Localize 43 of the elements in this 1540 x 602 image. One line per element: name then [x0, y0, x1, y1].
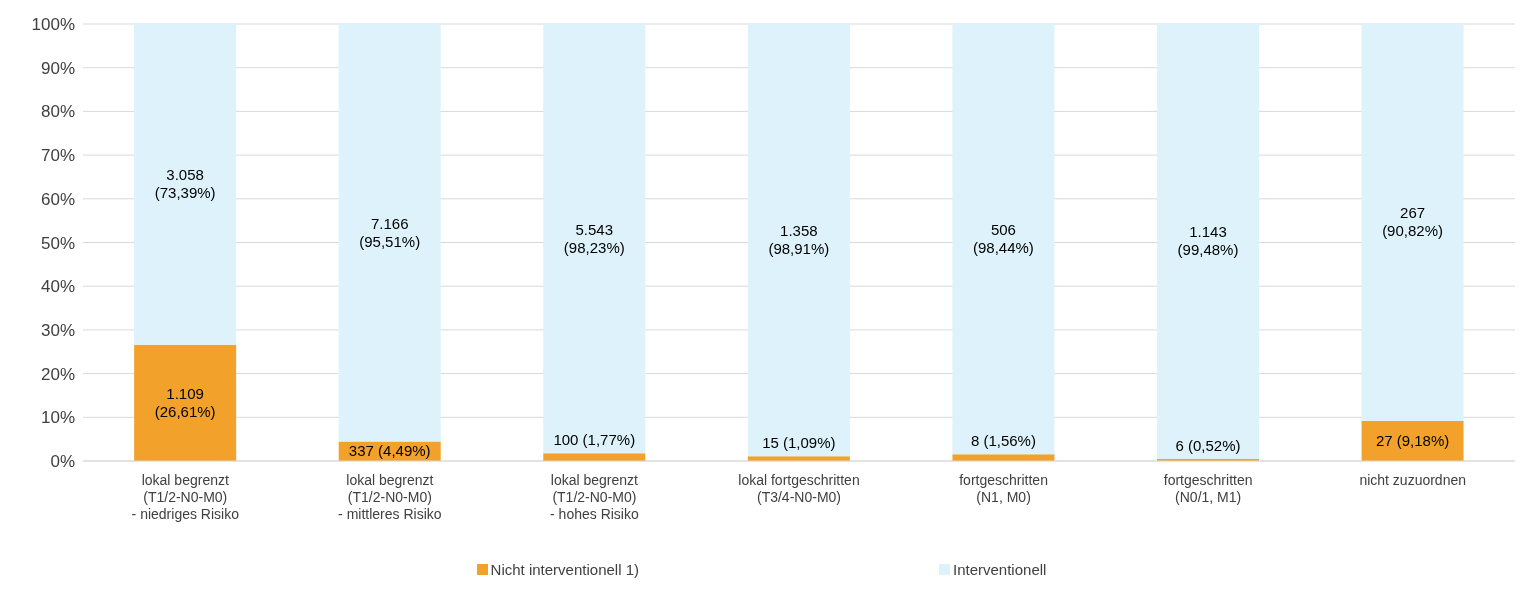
bar — [1157, 24, 1259, 459]
x-tick-label: fortgeschritten (N0/1, M1) — [1163, 472, 1253, 505]
y-tick-label: 30% — [40, 320, 75, 340]
y-tick-label: 80% — [40, 102, 75, 122]
y-tick-label: 40% — [40, 277, 75, 297]
bar — [543, 24, 646, 454]
x-tick-label: lokal begrenzt (T1/2-N0-M0) - hohes Risiko — [550, 472, 639, 522]
data-label: 5.543 (98,23%) — [563, 220, 625, 256]
y-tick-label: 50% — [40, 233, 75, 253]
data-label: 1.358 (98,91%) — [768, 222, 830, 258]
data-label: 1.109 (26,61%) — [154, 384, 216, 420]
x-tick-label: lokal fortgeschritten (T3/4-N0-M0) — [738, 472, 860, 505]
bar — [747, 24, 850, 457]
y-tick-label: 60% — [40, 189, 75, 209]
data-label: 27 (9,18%) — [1375, 431, 1450, 449]
y-tick-label: 10% — [40, 408, 75, 428]
y-tick-label: 20% — [40, 364, 75, 384]
x-tick-label: nicht zuzuordnen — [1359, 472, 1467, 488]
data-label: 6 (0,52%) — [1175, 436, 1241, 454]
data-label: 8 (1,56%) — [970, 432, 1036, 450]
bar — [1361, 24, 1464, 421]
bar — [134, 344, 237, 461]
x-tick-label: lokal begrenzt (T1/2-N0-M0) - niedriges Risiko — [131, 472, 240, 522]
bar — [543, 453, 646, 461]
legend-label: Nicht interventionell 1) — [490, 561, 639, 578]
bar — [952, 24, 1055, 455]
y-tick-label: 90% — [40, 58, 75, 78]
bar — [134, 24, 237, 345]
data-label: 1.143 (99,48%) — [1177, 223, 1239, 259]
legend-label: Interventionell — [953, 561, 1047, 578]
y-tick-label: 0% — [50, 452, 75, 472]
data-label: 267 (90,82%) — [1382, 204, 1444, 240]
data-label: 15 (1,09%) — [762, 434, 836, 452]
x-tick-label: lokal begrenzt (T1/2-N0-M0) - mittleres Risiko — [338, 472, 442, 522]
bar — [338, 24, 441, 442]
y-tick-label: 100% — [31, 15, 75, 35]
data-label: 506 (98,44%) — [972, 221, 1034, 257]
data-label: 7.166 (95,51%) — [359, 214, 421, 250]
x-tick-label: fortgeschritten (N1, M0) — [959, 472, 1048, 505]
data-label: 100 (1,77%) — [553, 431, 636, 449]
data-label: 3.058 (73,39%) — [154, 166, 216, 202]
y-tick-label: 70% — [40, 146, 75, 166]
data-label: 337 (4,49%) — [348, 442, 431, 460]
